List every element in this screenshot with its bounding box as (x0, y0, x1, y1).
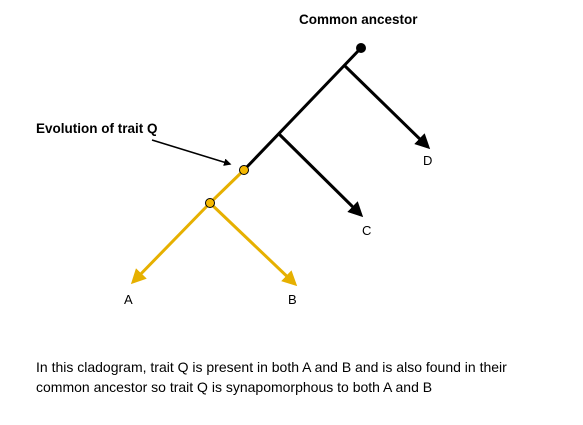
common-ancestor-node (356, 43, 366, 53)
stem-branch (242, 46, 363, 172)
ab-split-node (205, 198, 215, 208)
tip-label-d: D (423, 153, 433, 168)
branch-to-d (343, 64, 431, 150)
trait-q-origin-node (239, 165, 249, 175)
tip-label-a: A (124, 292, 133, 307)
branch-to-a (130, 201, 212, 285)
figure-caption: In this cladogram, trait Q is present in… (36, 359, 507, 395)
common-ancestor-label: Common ancestor (299, 12, 418, 27)
trait-pointer-arrow (151, 139, 232, 166)
tip-label-c: C (362, 223, 372, 238)
trait-q-stem (208, 168, 246, 205)
branch-to-c (277, 132, 364, 218)
tip-label-b: B (288, 292, 297, 307)
trait-q-label: Evolution of trait Q (36, 121, 158, 136)
branch-to-b (208, 201, 298, 287)
